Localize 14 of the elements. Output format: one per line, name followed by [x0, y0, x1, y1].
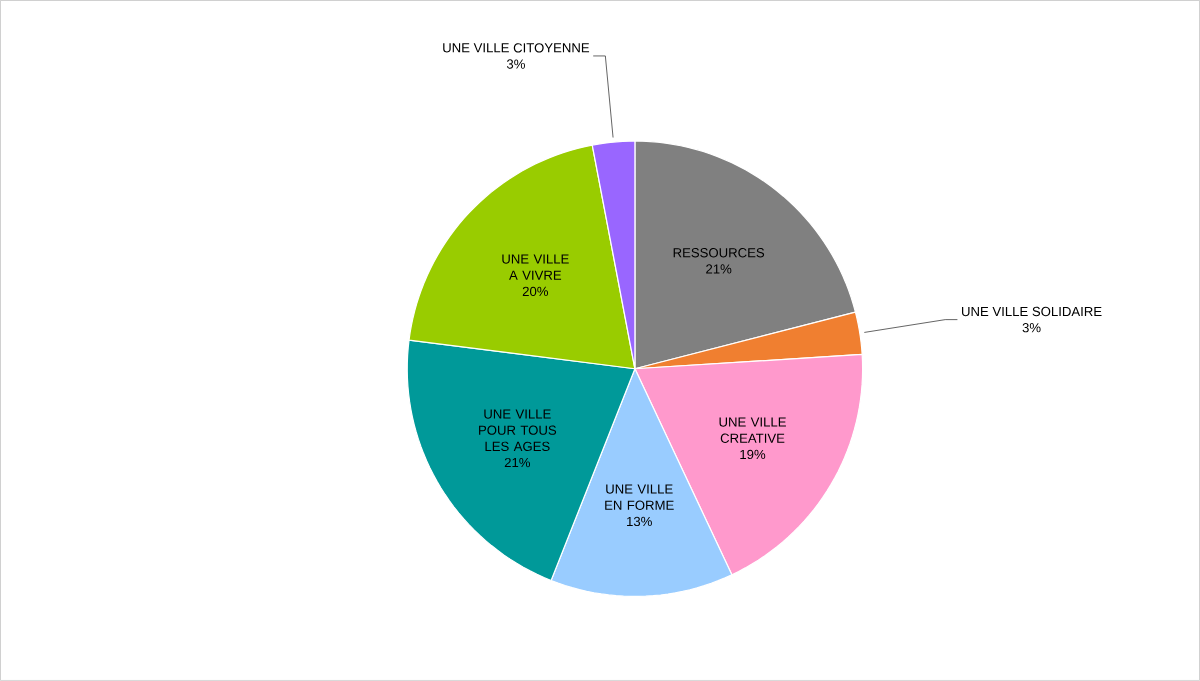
data-label: 3%	[1022, 323, 1041, 333]
slice-label: UNE VILLE POUR TOUS LES AGES	[479, 409, 557, 452]
slice-label: UNE VILLE EN FORME	[605, 484, 674, 510]
slice-label: UNE VILLE CREATIVE	[719, 417, 786, 443]
data-label: 19%	[740, 449, 766, 460]
slice-label: RESSOURCES	[673, 248, 765, 258]
slice-label: UNE VILLE CITOYENNE	[443, 43, 590, 53]
data-label: 13%	[627, 516, 652, 527]
data-label: 21%	[706, 264, 732, 274]
slice-label: UNE VILLE A VIVRE	[502, 254, 569, 280]
slice-label: UNE VILLE SOLIDAIRE	[962, 306, 1102, 317]
data-label: 21%	[504, 457, 531, 468]
data-label: 3%	[506, 59, 525, 69]
data-label: 20%	[522, 286, 549, 297]
